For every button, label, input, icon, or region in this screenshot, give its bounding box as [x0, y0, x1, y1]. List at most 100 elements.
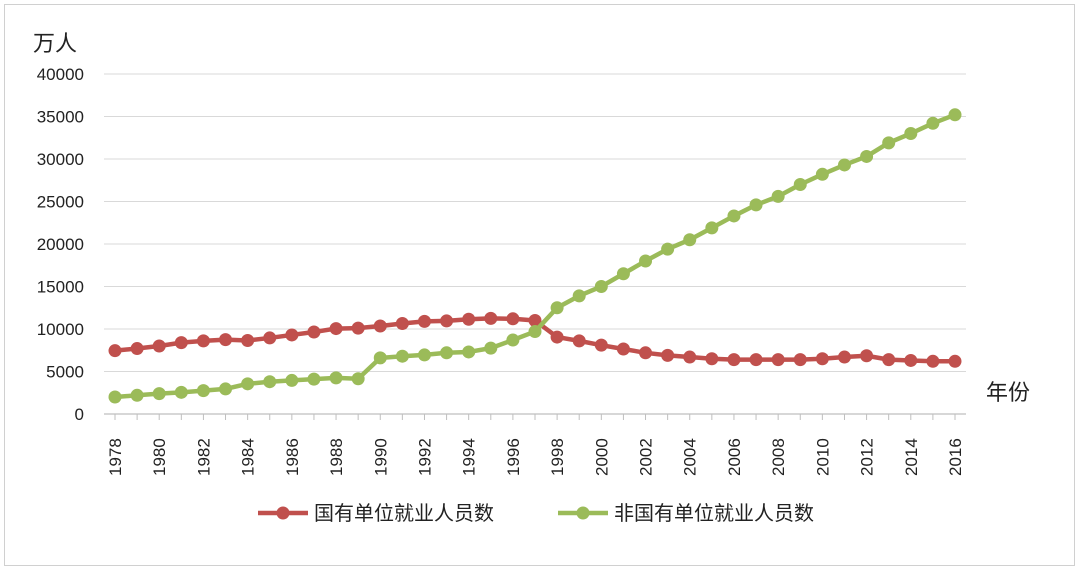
- data-point: [639, 254, 653, 268]
- y-tick-label: 10000: [37, 320, 84, 339]
- x-tick-label: 1978: [106, 438, 125, 476]
- y-tick-label: 20000: [37, 235, 84, 254]
- y-tick-label: 0: [75, 405, 84, 424]
- data-point: [285, 328, 299, 342]
- x-tick-label: 2008: [769, 438, 788, 476]
- data-point: [285, 373, 299, 387]
- data-point: [196, 334, 210, 348]
- data-point: [616, 342, 630, 356]
- data-point: [263, 375, 277, 389]
- data-point: [395, 316, 409, 330]
- data-point: [373, 319, 387, 333]
- data-point: [528, 325, 542, 339]
- x-tick-label: 1980: [150, 438, 169, 476]
- y-axis: 0 5000 10000 15000 20000 25000 30000 35000 40000: [37, 65, 84, 424]
- data-point: [108, 390, 122, 404]
- data-point: [727, 353, 741, 367]
- legend-item-2: 非国有单位就业人员数: [558, 501, 814, 525]
- legend-marker: [276, 506, 290, 520]
- data-point: [904, 127, 918, 140]
- data-point: [130, 342, 144, 356]
- data-point: [462, 345, 476, 359]
- data-point: [241, 377, 255, 391]
- x-axis-unit-label: 年份: [986, 381, 1030, 406]
- data-point: [661, 242, 675, 256]
- data-point: [771, 353, 785, 367]
- x-tick-label: 1986: [283, 438, 302, 476]
- data-point: [837, 350, 851, 364]
- x-tick-label: 2014: [902, 438, 921, 476]
- data-point: [528, 314, 542, 327]
- data-point: [108, 344, 122, 358]
- y-tick-label: 35000: [37, 108, 84, 127]
- series-group: [108, 108, 962, 404]
- data-point: [860, 149, 874, 163]
- data-point: [263, 331, 277, 345]
- data-point: [307, 372, 321, 386]
- data-point: [484, 341, 498, 355]
- data-point: [616, 267, 630, 281]
- legend-label: 非国有单位就业人员数: [614, 501, 814, 525]
- data-point: [683, 350, 697, 364]
- data-point: [417, 314, 431, 328]
- x-tick-label: 2006: [725, 438, 744, 476]
- x-tick-label: 1996: [504, 438, 523, 476]
- data-point: [705, 352, 719, 366]
- data-point: [395, 349, 409, 363]
- series-1: [108, 311, 962, 368]
- data-point: [572, 334, 586, 348]
- y-tick-label: 40000: [37, 65, 84, 84]
- data-point: [219, 382, 233, 396]
- y-tick-label: 25000: [37, 193, 84, 212]
- chart-frame: [4, 4, 1075, 566]
- data-point: [639, 346, 653, 360]
- data-point: [837, 158, 851, 172]
- data-point: [462, 312, 476, 326]
- data-point: [948, 108, 962, 122]
- data-point: [152, 387, 166, 401]
- data-point: [882, 353, 896, 367]
- data-point: [705, 221, 719, 235]
- x-tick-label: 2010: [813, 438, 832, 476]
- x-tick-label: 2016: [946, 438, 965, 476]
- x-tick-label: 1984: [239, 438, 258, 476]
- legend: 国有单位就业人员数 非国有单位就业人员数: [258, 501, 814, 525]
- data-point: [174, 336, 188, 350]
- x-tick-label: 2004: [681, 438, 700, 476]
- legend-item-1: 国有单位就业人员数: [258, 501, 494, 525]
- series-line: [114, 112, 956, 400]
- data-point: [926, 354, 940, 368]
- data-point: [904, 353, 918, 367]
- y-tick-label: 15000: [37, 278, 84, 297]
- series-2: [108, 108, 962, 404]
- x-axis: 1978 1980 1982 1984 1986 1988 1990 1992 1994 1996…: [104, 413, 966, 476]
- data-point: [329, 322, 343, 336]
- gridlines: [104, 73, 966, 372]
- data-point: [926, 116, 940, 130]
- data-point: [307, 325, 321, 339]
- data-point: [771, 189, 785, 203]
- data-point: [683, 233, 697, 247]
- x-tick-label: 1998: [548, 438, 567, 476]
- x-tick-label: 1982: [194, 438, 213, 476]
- data-point: [727, 209, 741, 223]
- data-point: [815, 167, 829, 181]
- y-axis-unit-label: 万人: [33, 32, 77, 57]
- y-tick-label: 30000: [37, 150, 84, 169]
- data-point: [793, 353, 807, 367]
- x-tick-label: 1992: [415, 438, 434, 476]
- legend-marker: [576, 506, 590, 520]
- legend-label: 国有单位就业人员数: [314, 501, 494, 525]
- data-point: [749, 198, 763, 212]
- data-point: [572, 289, 586, 303]
- data-point: [860, 349, 874, 363]
- data-point: [484, 311, 498, 325]
- data-point: [661, 348, 675, 362]
- data-point: [219, 333, 233, 347]
- x-tick-label: 1988: [327, 438, 346, 476]
- data-point: [882, 136, 896, 150]
- x-tick-label: 1990: [371, 438, 390, 476]
- x-tick-label: 1994: [460, 438, 479, 476]
- data-point: [130, 388, 144, 402]
